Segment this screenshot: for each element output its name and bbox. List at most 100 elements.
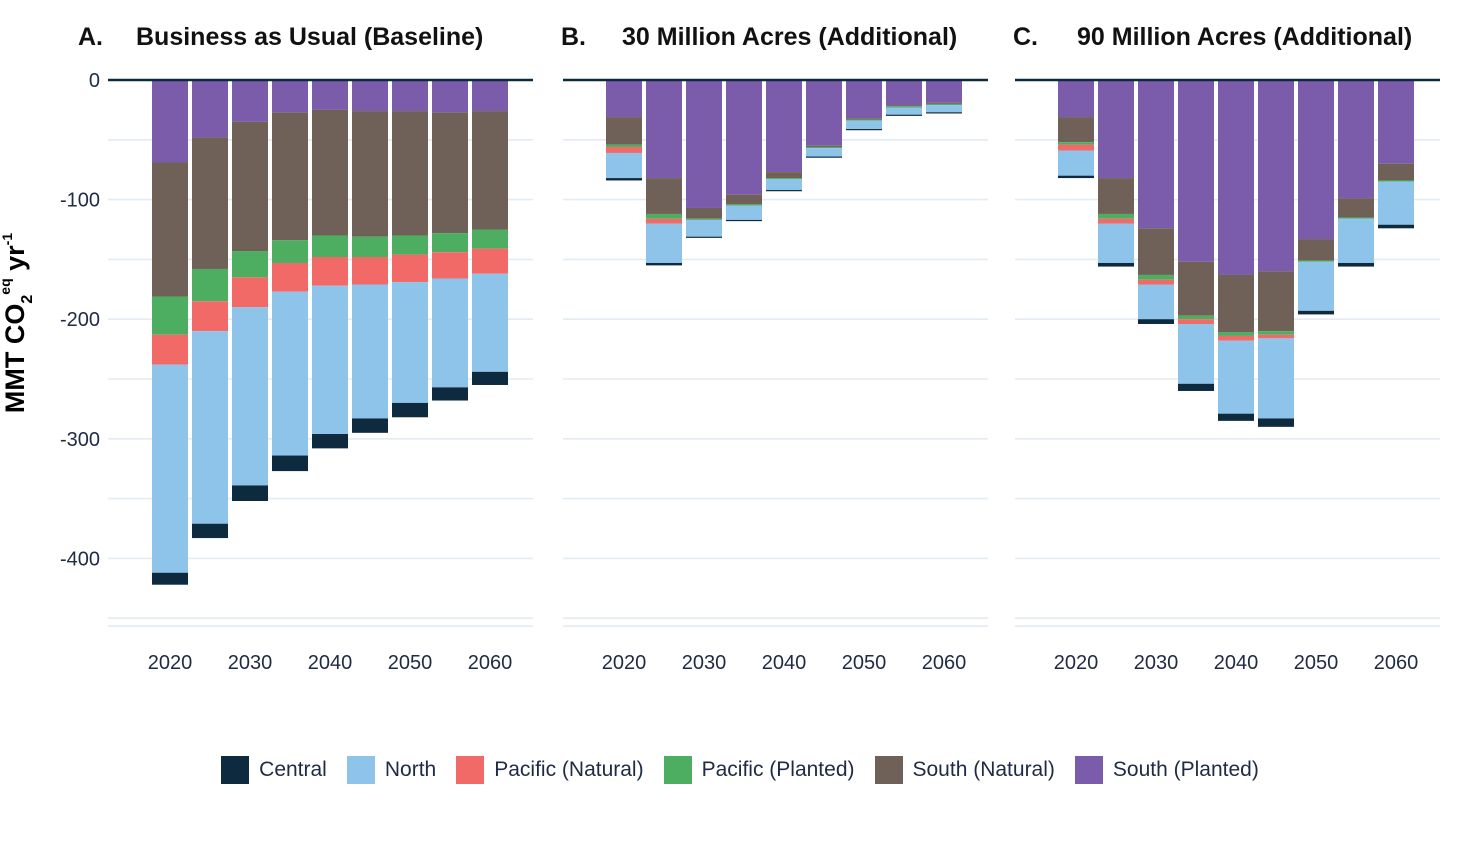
bar-segment-central [1218, 413, 1254, 421]
bar-segment-south-planted [352, 80, 388, 112]
x-tick-label: 2050 [842, 652, 887, 674]
bar-segment-south-planted [726, 80, 762, 195]
bar-segment-pacific-planted [1218, 332, 1254, 336]
bar-segment-pacific-natural [1138, 279, 1174, 285]
bar-segment-south-planted [272, 80, 308, 113]
bar-segment-south-planted [806, 80, 842, 146]
bar-segment-south-natural [192, 137, 228, 269]
bar-segment-pacific-natural [272, 262, 308, 292]
legend-swatch [221, 756, 250, 784]
bar-segment-south-natural [886, 105, 922, 107]
x-tick-label: 2060 [468, 652, 513, 674]
bar-segment-central [886, 114, 922, 116]
bar-segment-pacific-natural [1258, 334, 1294, 339]
bar-segment-central [1298, 310, 1334, 315]
bar-segment-south-planted [1058, 80, 1094, 118]
x-tick-label: 2020 [602, 652, 647, 674]
bar-segment-pacific-planted [766, 178, 802, 180]
bar-segment-south-planted [1338, 80, 1374, 199]
bar-segment-north [272, 291, 308, 456]
bar-segment-central [352, 418, 388, 433]
y-tick-label: -100 [60, 190, 100, 212]
bar-segment-pacific-natural [606, 146, 642, 153]
x-tick-label: 2020 [1054, 652, 1099, 674]
bar-segment-north [1378, 181, 1414, 225]
bar-segment-south-planted [1298, 80, 1334, 240]
bar-segment-north [886, 107, 922, 115]
chart-legend: Central North Pacific (Natural) Pacific (Pl… [0, 756, 1480, 784]
bar-segment-north [726, 205, 762, 220]
x-tick-label: 2050 [388, 652, 433, 674]
bar-segment-pacific-planted [1378, 180, 1414, 182]
bar-segment-south-planted [646, 80, 682, 179]
bar-segment-central [726, 219, 762, 222]
bar-segment-pacific-planted [1258, 331, 1294, 335]
bar-segment-central [1178, 383, 1214, 391]
legend-item: Central [221, 756, 327, 784]
bar-segment-central [926, 112, 962, 114]
bar-segment-north [1338, 218, 1374, 263]
bar-segment-central [152, 572, 188, 585]
x-tick-label: 2030 [228, 652, 273, 674]
x-tick-label: 2060 [922, 652, 967, 674]
bar-segment-south-natural [352, 111, 388, 237]
bar-segment-south-planted [1138, 80, 1174, 229]
bar-segment-south-natural [806, 145, 842, 147]
bar-segment-pacific-planted [392, 235, 428, 255]
legend-item: Pacific (Natural) [456, 756, 644, 784]
x-tick-label: 2030 [1134, 652, 1179, 674]
bar-segment-central [646, 262, 682, 266]
bar-segment-south-planted [686, 80, 722, 208]
bar-segment-pacific-natural [472, 248, 508, 274]
panel-label: C. [1013, 23, 1038, 51]
bar-segment-north [1138, 284, 1174, 320]
bar-segment-pacific-planted [646, 213, 682, 219]
legend-swatch [1074, 756, 1103, 784]
bar-segment-central [806, 156, 842, 158]
legend-item: South (Natural) [874, 756, 1055, 784]
legend-item: Pacific (Planted) [663, 756, 855, 784]
bar-segment-central [232, 485, 268, 501]
bar-segment-south-natural [1058, 117, 1094, 143]
bar-segment-pacific-planted [1178, 315, 1214, 320]
bar-segment-south-planted [926, 80, 962, 103]
legend-swatch [456, 756, 485, 784]
bar-segment-north [352, 284, 388, 419]
bar-segment-pacific-planted [726, 204, 762, 206]
y-tick-label: 0 [89, 70, 100, 92]
y-tick-label: -300 [60, 429, 100, 451]
bar-segment-pacific-natural [1218, 335, 1254, 341]
bar-segment-south-planted [606, 80, 642, 118]
bar-segment-south-planted [766, 80, 802, 173]
bar-segment-pacific-planted [1138, 274, 1174, 280]
bar-segment-south-natural [1218, 274, 1254, 333]
bar-segment-pacific-natural [392, 254, 428, 283]
legend-swatch [874, 756, 903, 784]
y-tick-label: -400 [60, 548, 100, 570]
panel-title: Business as Usual (Baseline) [136, 23, 483, 51]
bar-segment-north [232, 307, 268, 486]
panel-label: A. [78, 23, 103, 51]
bar-segment-south-planted [432, 80, 468, 113]
bar-segment-north [432, 278, 468, 388]
bar-segment-central [432, 387, 468, 401]
legend-item: North [346, 756, 436, 784]
bar-segment-pacific-planted [152, 296, 188, 335]
bar-segment-south-natural [926, 102, 962, 104]
bar-segment-south-natural [726, 194, 762, 205]
bar-segment-central [472, 371, 508, 385]
legend-label: South (Natural) [912, 758, 1055, 781]
bar-segment-south-natural [232, 121, 268, 252]
bar-segment-north [1178, 323, 1214, 384]
bar-segment-central [846, 129, 882, 131]
bar-segment-north [1298, 261, 1334, 311]
bar-segment-north [1098, 223, 1134, 263]
bar-segment-pacific-natural [646, 218, 682, 224]
bar-segment-central [272, 455, 308, 472]
legend-label: Pacific (Planted) [701, 758, 855, 781]
bar-segment-pacific-planted [1338, 217, 1374, 219]
bar-segment-pacific-planted [1098, 213, 1134, 219]
bar-segment-south-planted [1218, 80, 1254, 275]
bar-segment-pacific-natural [1058, 144, 1094, 151]
